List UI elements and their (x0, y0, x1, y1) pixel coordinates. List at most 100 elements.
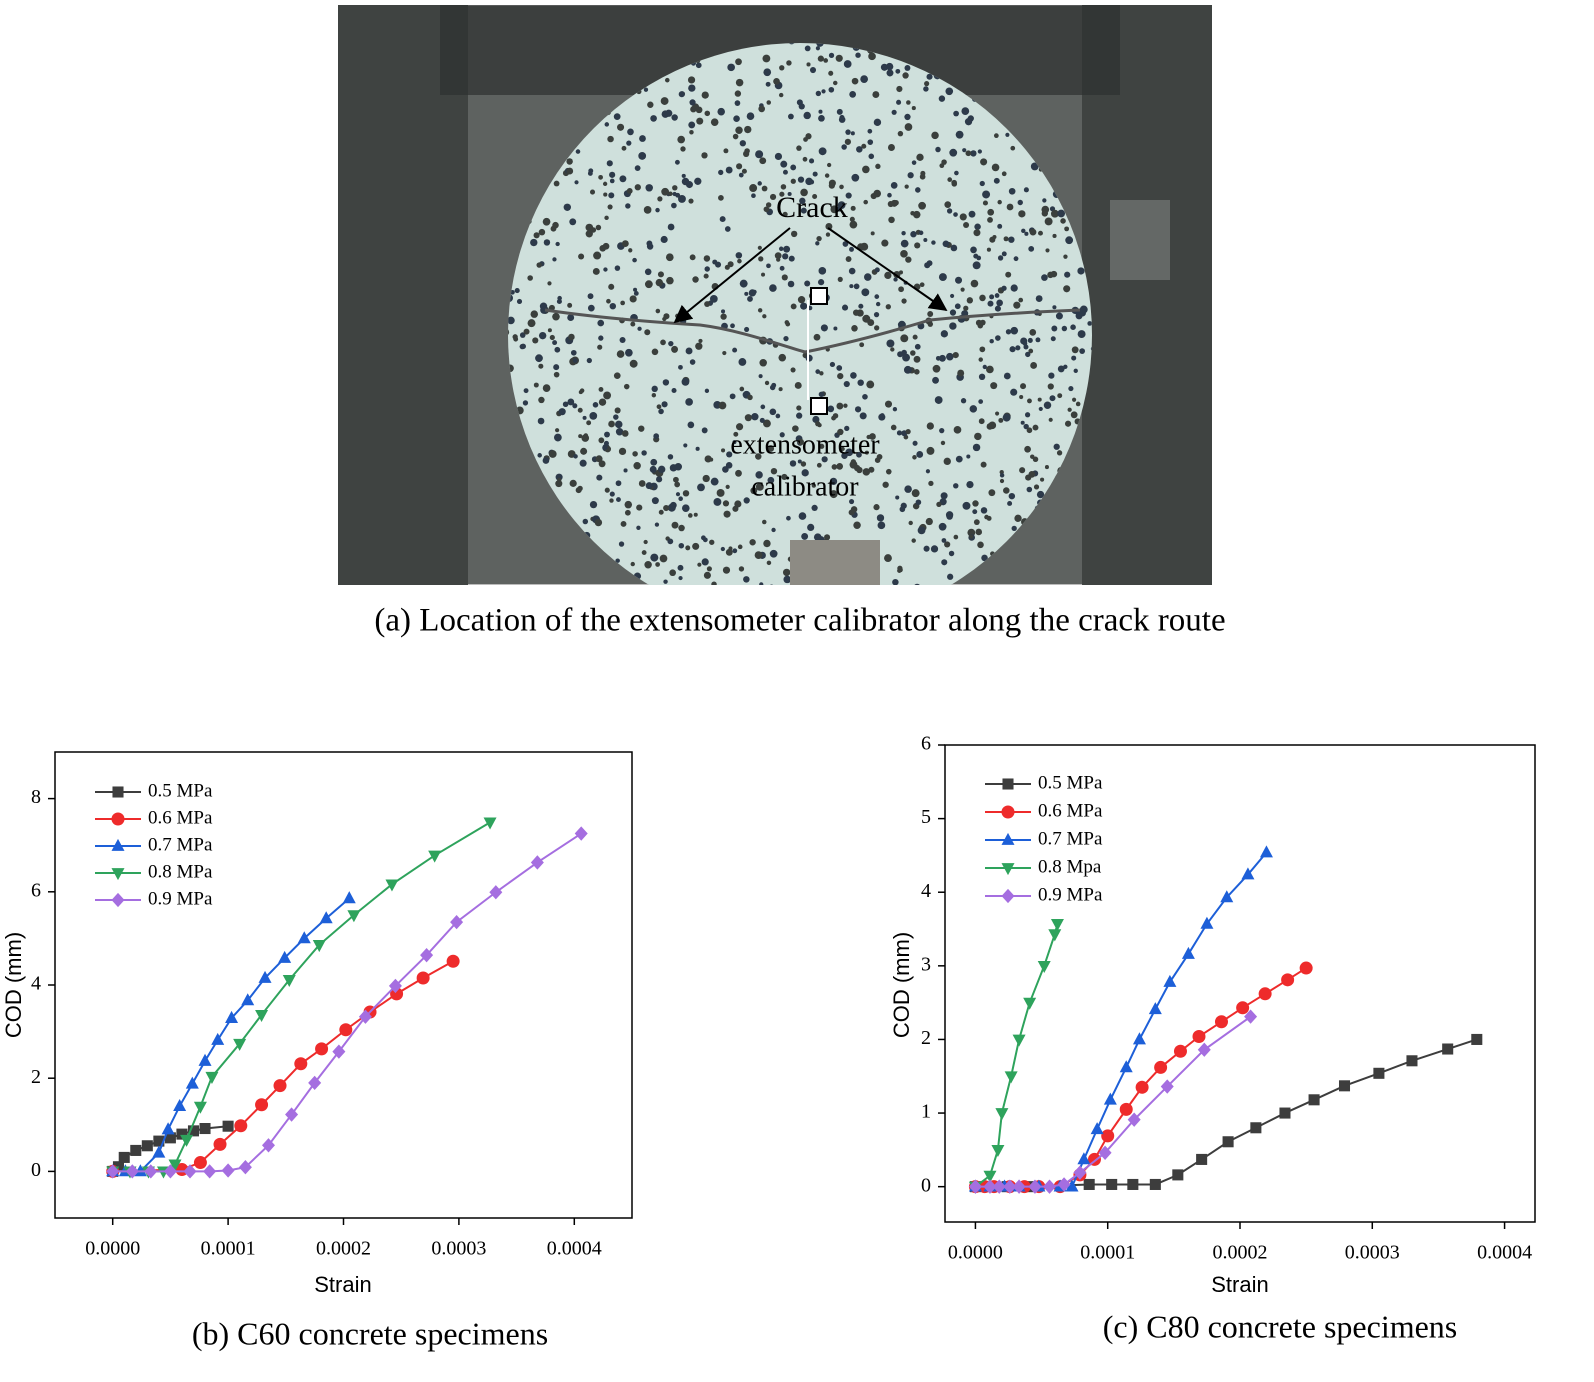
speckle (860, 242, 869, 251)
speckle (750, 487, 758, 495)
speckle (779, 265, 785, 271)
speckle (812, 194, 818, 200)
data-point (1012, 1034, 1026, 1047)
speckle (1003, 372, 1011, 380)
data-point (130, 1144, 142, 1156)
speckle (805, 354, 813, 362)
speckle (782, 568, 791, 577)
speckle (861, 288, 870, 297)
y-axis-label: COD (mm) (889, 932, 914, 1038)
data-point (385, 879, 399, 892)
speckle (1010, 145, 1016, 151)
speckle (755, 150, 764, 159)
speckle (833, 326, 838, 331)
speckle (993, 133, 999, 139)
speckle (821, 89, 826, 94)
speckle (811, 483, 817, 488)
speckle (874, 267, 880, 273)
speckle (932, 364, 941, 373)
speckle (968, 210, 976, 218)
speckle (803, 111, 811, 120)
series-line (112, 897, 350, 1173)
speckle (557, 295, 562, 301)
speckle (624, 500, 633, 509)
speckle (988, 489, 996, 497)
speckle (914, 343, 921, 350)
speckle (569, 218, 577, 226)
speckle (769, 549, 778, 558)
speckle (939, 163, 945, 169)
speckle (911, 538, 916, 543)
speckle (624, 509, 631, 516)
data-point (153, 1135, 165, 1147)
speckle (818, 391, 825, 398)
speckle (1042, 198, 1047, 203)
speckle (667, 538, 674, 545)
speckle (1038, 406, 1043, 412)
speckle (851, 325, 858, 332)
speckle (1051, 325, 1058, 332)
speckle (536, 262, 542, 268)
speckle (552, 591, 560, 599)
speckle (598, 437, 605, 444)
speckle (991, 163, 1000, 172)
speckle (893, 199, 899, 206)
speckle (928, 480, 934, 487)
speckle (924, 262, 931, 269)
speckle (716, 489, 725, 497)
speckle (538, 331, 547, 340)
speckle (986, 365, 994, 374)
speckle (634, 165, 641, 172)
speckle (818, 109, 823, 114)
speckle (782, 211, 788, 217)
speckle (639, 135, 646, 142)
data-point (285, 1107, 299, 1122)
speckle (657, 465, 666, 474)
speckle (761, 272, 766, 277)
data-point (278, 950, 292, 963)
speckle (872, 91, 880, 99)
speckle (874, 457, 881, 463)
speckle (978, 418, 985, 425)
speckle (862, 165, 870, 174)
speckle (902, 353, 911, 362)
data-point (294, 1057, 308, 1071)
speckle (562, 401, 569, 408)
speckle (986, 515, 992, 521)
speckle (934, 396, 943, 404)
speckle (514, 288, 520, 294)
speckle (863, 273, 872, 281)
speckle (981, 554, 988, 562)
speckle (598, 335, 604, 341)
speckle (887, 201, 894, 208)
speckle (953, 110, 959, 117)
data-point (1028, 1179, 1042, 1194)
speckle (609, 491, 615, 497)
legend-marker (111, 812, 125, 826)
speckle (1037, 397, 1042, 402)
speckle (719, 216, 726, 223)
data-point (152, 1145, 166, 1158)
speckle (570, 349, 577, 356)
speckle (677, 194, 686, 203)
speckle (887, 144, 895, 151)
speckle (1018, 210, 1026, 218)
speckle (678, 575, 683, 581)
data-point (1281, 973, 1295, 987)
speckle (926, 422, 934, 430)
speckle (866, 380, 875, 389)
speckle (1007, 500, 1013, 506)
speckle (850, 372, 857, 379)
speckle (965, 150, 972, 157)
speckle (598, 460, 606, 468)
speckle (769, 384, 776, 391)
speckle (533, 232, 540, 239)
speckle (898, 286, 904, 293)
data-point (347, 910, 361, 923)
speckle (892, 407, 898, 412)
speckle (904, 123, 913, 131)
data-point (180, 1134, 194, 1147)
speckle (587, 293, 594, 300)
speckle (868, 153, 875, 160)
chart-caption: (b) C60 concrete specimens (192, 1315, 548, 1351)
